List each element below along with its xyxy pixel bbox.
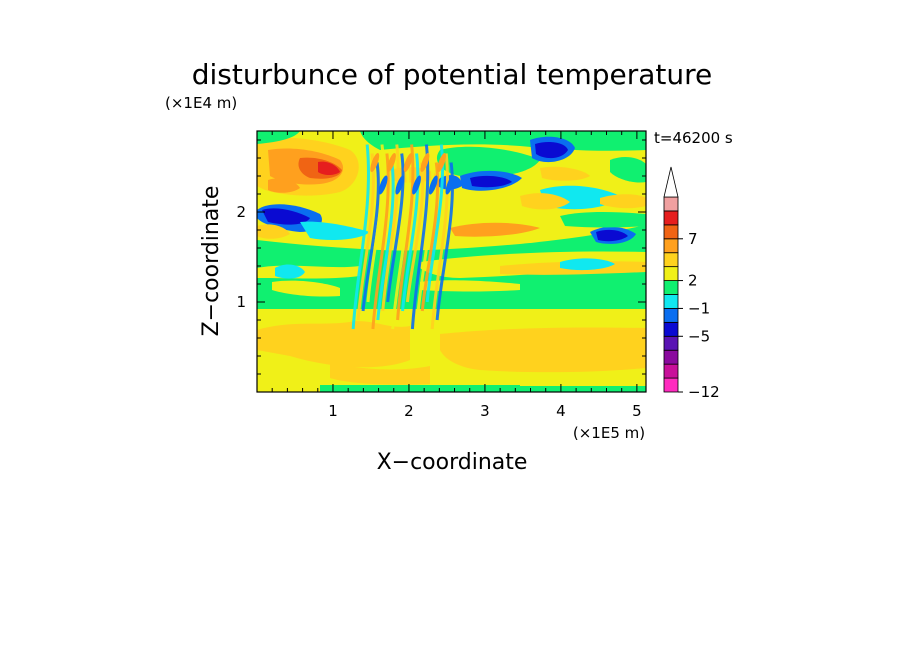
- x-tick-label: 5: [632, 402, 642, 420]
- colorbar-label: −12: [688, 383, 720, 401]
- wave-stripe: [401, 153, 420, 312]
- y-unit-label: (×1E4 m): [165, 94, 237, 112]
- colorbar-swatch: [663, 335, 679, 351]
- wave-stripe: [430, 153, 450, 330]
- colorbar-swatch: [663, 280, 679, 295]
- wave-cell: [437, 153, 447, 172]
- colorbar-swatch: [663, 266, 679, 281]
- colorbar-swatch: [663, 308, 679, 323]
- wave-cell: [387, 153, 396, 172]
- colorbar-label: 7: [688, 230, 698, 248]
- colorbar-swatch: [663, 238, 679, 254]
- colorbar-label: 2: [688, 272, 698, 290]
- wave-stripe: [371, 153, 390, 330]
- wave-striations: [351, 144, 455, 330]
- x-tick-label: 4: [556, 402, 566, 420]
- wave-cell: [370, 153, 380, 172]
- colorbar-swatch: [663, 210, 679, 226]
- wave-stripe: [376, 162, 395, 321]
- x-axis-label: X−coordinate: [377, 450, 528, 475]
- x-tick-label: 2: [404, 402, 414, 420]
- wave-stripe: [366, 144, 385, 303]
- colorbar-swatch: [663, 224, 679, 240]
- wave-stripe: [381, 144, 400, 312]
- y-axis-label: Z−coordinate: [199, 186, 224, 337]
- wave-stripe: [386, 153, 405, 303]
- wave-cell: [412, 175, 421, 195]
- x-tick-label: 3: [480, 402, 490, 420]
- wave-cell: [395, 175, 405, 195]
- wave-stripe: [415, 153, 435, 321]
- colorbar-extend-arrow: [663, 166, 679, 198]
- time-label: t=46200 s: [654, 129, 733, 147]
- wave-cell: [445, 175, 455, 195]
- plot-frame: [256, 130, 647, 393]
- wave-stripe: [391, 162, 410, 330]
- wave-stripe: [405, 162, 425, 303]
- colorbar-swatch: [663, 252, 679, 268]
- wave-stripe: [356, 153, 375, 321]
- x-unit-label: (×1E5 m): [573, 424, 645, 442]
- colorbar: 7 2 −1 −5 −12: [663, 166, 720, 401]
- chart-title: disturbunce of potential temperature: [192, 58, 713, 91]
- wave-stripe: [351, 144, 370, 330]
- colorbar-swatch: [663, 363, 679, 379]
- heatmap-field: [257, 131, 646, 392]
- y-axis: 12: [236, 139, 646, 375]
- wave-cell: [420, 153, 430, 172]
- colorbar-swatch: [663, 377, 679, 393]
- band-lower-orange: [257, 321, 410, 368]
- colorbar-swatch: [663, 294, 679, 309]
- colorbar-swatch: [663, 321, 679, 337]
- y-tick-label: 2: [236, 203, 246, 221]
- y-tick-label: 1: [236, 293, 246, 311]
- wave-stripe: [396, 144, 415, 321]
- colorbar-swatch: [663, 349, 679, 365]
- colorbar-swatch: [663, 196, 679, 212]
- wave-cell: [403, 153, 413, 172]
- wave-stripe: [361, 162, 380, 312]
- wave-stripe: [410, 144, 430, 330]
- x-axis: 1 2 3 4 5: [271, 131, 642, 420]
- colorbar-label: −5: [688, 327, 710, 345]
- wave-cell: [428, 175, 438, 195]
- x-tick-label: 1: [328, 402, 338, 420]
- colorbar-label: −1: [688, 299, 710, 317]
- wave-cell: [378, 175, 388, 195]
